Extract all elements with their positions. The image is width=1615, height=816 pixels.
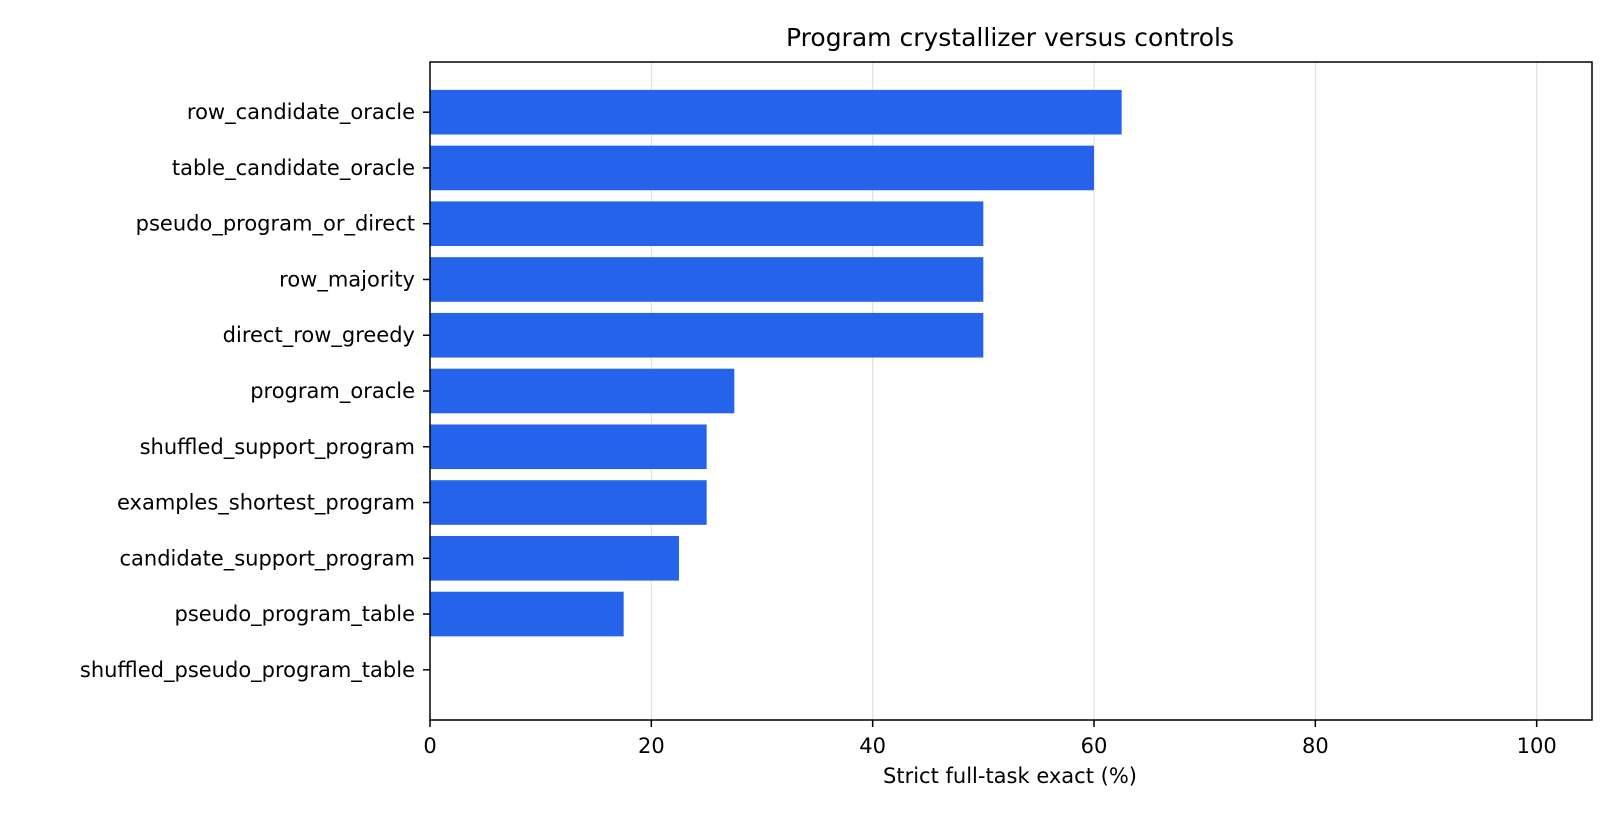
category-label: pseudo_program_table	[174, 602, 415, 627]
bar-program_oracle	[430, 368, 735, 414]
category-label: row_majority	[279, 267, 415, 292]
bar-row_candidate_oracle	[430, 89, 1122, 135]
bar-pseudo_program_table	[430, 591, 624, 637]
category-label: direct_row_greedy	[223, 323, 415, 348]
x-tick-label: 60	[1081, 734, 1108, 758]
category-label: pseudo_program_or_direct	[136, 212, 415, 237]
category-label: table_candidate_oracle	[172, 156, 415, 181]
category-label: shuffled_support_program	[140, 435, 415, 460]
bar-pseudo_program_or_direct	[430, 201, 984, 247]
bar-row_majority	[430, 257, 984, 302]
bar-examples_shortest_program	[430, 480, 707, 525]
bars	[430, 89, 1122, 637]
category-label: candidate_support_program	[119, 546, 415, 571]
bar-direct_row_greedy	[430, 312, 984, 358]
x-tick-label: 20	[638, 734, 665, 758]
bar-table_candidate_oracle	[430, 145, 1094, 191]
x-tick-label: 0	[423, 734, 436, 758]
category-label: program_oracle	[250, 379, 415, 404]
x-tick-label: 100	[1517, 734, 1557, 758]
bar-shuffled_support_program	[430, 424, 707, 470]
category-label: row_candidate_oracle	[187, 100, 415, 125]
chart-title: Program crystallizer versus controls	[786, 23, 1234, 52]
category-label: examples_shortest_program	[117, 491, 415, 516]
y-axis-ticks: row_candidate_oracle table_candidate_orac…	[80, 100, 430, 683]
bar-candidate_support_program	[430, 535, 679, 581]
x-axis-ticks: 0 20 40 60 80 100	[423, 720, 1557, 758]
x-tick-label: 80	[1302, 734, 1329, 758]
category-label: shuffled_pseudo_program_table	[80, 658, 415, 683]
x-tick-label: 40	[859, 734, 886, 758]
x-axis-label: Strict full-task exact (%)	[883, 764, 1137, 788]
